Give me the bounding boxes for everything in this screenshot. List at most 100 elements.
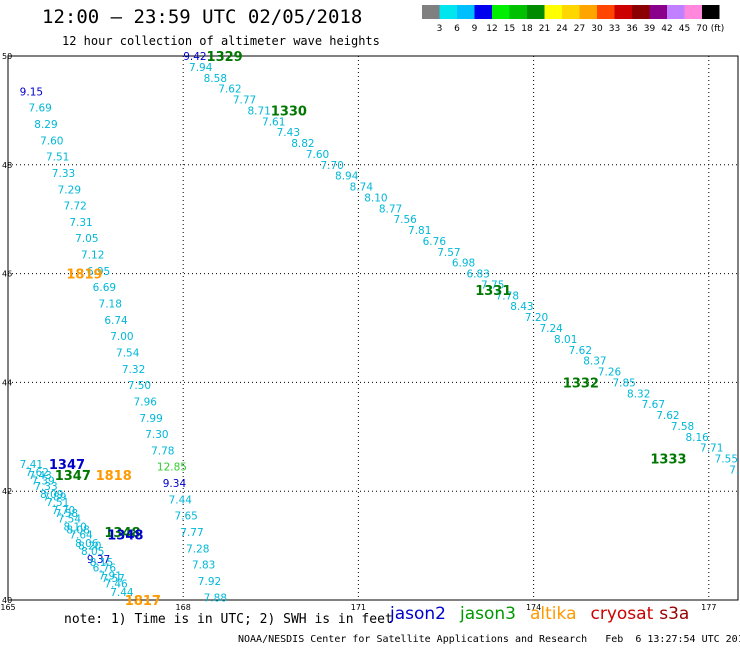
color-scale-label: 30 [591,24,603,34]
wave-height-value: 7.20 [525,312,548,324]
wave-height-value: 8.58 [204,73,227,85]
wave-height-value: 7.89 [43,492,66,504]
satellite-legend-item: altika [530,604,577,624]
wave-height-value: 7.69 [28,103,51,115]
wave-height-value: 8.82 [291,138,314,150]
wave-height-value: 12.85 [157,462,187,474]
wave-height-value: 6.83 [466,269,489,281]
wave-height-value: 7.32 [122,364,145,376]
y-tick-label: 50 [2,52,12,61]
plot-frame [7,55,739,601]
wave-height-value: 7.43 [28,470,51,482]
page-subtitle: 12 hour collection of altimeter wave hei… [62,34,380,48]
wave-height-value: 6.69 [93,282,116,294]
wave-height-value: 7.64 [69,530,93,542]
wave-height-value: 9.37 [87,554,110,566]
wave-height-value: 8.05 [81,546,104,558]
color-swatch [632,5,650,19]
wave-height-value: 8.77 [379,203,402,215]
credit-line: NOAA/NESDIS Center for Satellite Applica… [238,634,740,645]
wave-height-value: 7.18 [99,299,122,311]
satellite-legend-item: jason3 [460,604,516,624]
wave-height-value: 7.51 [46,497,69,509]
wave-height-value: 7.91 [99,571,122,583]
satellite-legend-item: s3a [659,604,690,624]
color-scale-label: 12 [486,24,497,34]
wave-height-value: 7.60 [306,149,329,161]
color-swatch [527,5,545,19]
wave-height-value: 7.94 [189,62,213,74]
wave-height-value: 7.12 [81,250,104,262]
wave-height-value: 8.15 [90,557,113,569]
wave-height-value: 7.00 [110,331,133,343]
wave-height-value: 7.81 [408,225,431,237]
wave-height-value: 7.56 [393,214,417,226]
wave-height-value: 7.58 [55,508,78,520]
wave-height-value: 7.85 [612,377,635,389]
wave-height-value: 8.10 [63,522,86,534]
wave-height-value: 7.78 [151,445,174,457]
wave-height-value: 8.01 [554,334,577,346]
wave-height-value: 6.95 [87,266,110,278]
wave-height-value: 7.54 [116,347,140,359]
color-swatch [684,5,702,19]
y-tick-label: 44 [2,378,12,387]
wave-height-value: 7.44 [110,587,134,599]
wave-height-value: 7.55 [715,454,738,466]
wave-height-value: 9.42 [183,51,206,63]
color-scale-label: 6 [454,24,460,34]
y-tick-label: 42 [2,487,12,496]
color-scale-label: 27 [574,24,585,34]
wave-height-value: 7.30 [145,429,168,441]
wave-height-value: 6.98 [452,258,475,270]
wave-height-value: 8.10 [364,192,387,204]
wave-height-value: 7.51 [46,152,69,164]
wave-height-value: 7.50 [128,380,151,392]
color-swatch [667,5,685,19]
satellite-legend-item: cryosat [590,604,654,624]
wave-height-value: 7.59 [729,464,740,476]
wave-height-value: 7.29 [58,184,81,196]
y-tick-label: 46 [2,270,12,279]
wave-height-value: 7.70 [52,505,75,517]
wave-height-value: 7.26 [598,367,622,379]
pass-number-label: 1819 [66,268,102,283]
wave-height-value: 8.09 [40,489,63,501]
color-swatch [579,5,597,19]
wave-height-value: 8.37 [583,356,606,368]
wave-height-value: 7.62 [569,345,592,357]
wave-height-value: 7.92 [198,576,221,588]
wave-height-value: 7.33 [34,481,57,493]
page-title: 12:00 — 23:59 UTC 02/05/2018 [42,6,363,28]
wave-height-value: 7.83 [192,560,215,572]
color-swatch [649,5,667,19]
color-scale-label: 33 [609,24,620,34]
wave-height-value: 7.28 [186,543,209,555]
wave-height-value: 8.16 [685,432,709,444]
wave-height-value: 8.29 [34,119,57,131]
wave-height-value: 9.15 [20,86,43,98]
y-tick-label: 40 [2,596,12,605]
color-scale-label: 21 [539,24,550,34]
pass-number-label: 1348 [104,526,140,541]
color-swatch [597,5,615,19]
wave-height-value: 7.33 [52,168,75,180]
wave-height-value: 8.06 [75,538,99,550]
color-swatch [509,5,527,19]
wave-height-value: 6.74 [104,315,128,327]
color-scale-label: 70 [696,24,708,34]
wave-height-value: 7.05 [75,233,98,245]
wave-height-value: 7.70 [320,160,343,172]
wave-height-value: 7.72 [63,201,86,213]
satellite-legend: jason2 jason3 altika cryosat s3a [390,604,689,624]
wave-height-value: 7.61 [262,116,285,128]
wave-height-value: 7.62 [218,84,241,96]
pass-number-label: 1332 [563,376,599,391]
wave-height-value: 7.75 [481,279,504,291]
x-tick-label: 165 [0,603,15,612]
wave-height-value: 7.96 [134,396,158,408]
pass-number-label: 1329 [207,50,243,65]
pass-number-label: 1347 [55,469,91,484]
wave-height-value: 7.99 [139,413,162,425]
